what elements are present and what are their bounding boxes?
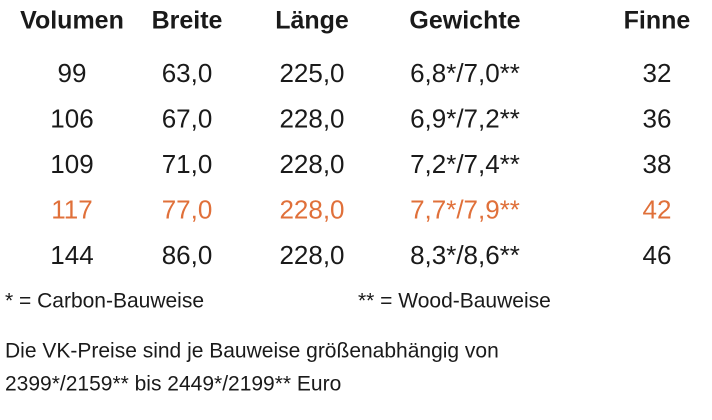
- table-cell: 228,0: [279, 194, 344, 224]
- table-cell: 228,0: [279, 149, 344, 179]
- footnote: ** = Wood-Bauweise: [358, 290, 551, 313]
- table-cell: 63,0: [162, 58, 213, 88]
- table-cell: 228,0: [279, 240, 344, 270]
- table-cell: 8,3*/8,6**: [410, 240, 520, 270]
- table-cell: 86,0: [162, 240, 213, 270]
- table-cell: 228,0: [279, 103, 344, 133]
- column-header: Gewichte: [409, 7, 520, 35]
- table-cell: 144: [50, 240, 93, 270]
- table-cell: 67,0: [162, 103, 213, 133]
- table-cell: 36: [643, 103, 672, 133]
- price-note: 2399*/2159** bis 2449*/2199** Euro: [5, 373, 341, 396]
- price-note: Die VK-Preise sind je Bauweise größenabh…: [5, 340, 499, 363]
- table-cell: 46: [643, 240, 672, 270]
- table-cell: 225,0: [279, 58, 344, 88]
- column-header: Volumen: [20, 7, 124, 35]
- table-cell: 71,0: [162, 149, 213, 179]
- column-header: Finne: [624, 7, 691, 35]
- table-cell: 99: [58, 58, 87, 88]
- table-cell: 32: [643, 58, 672, 88]
- table-cell: 38: [643, 149, 672, 179]
- table-cell: 77,0: [162, 194, 213, 224]
- column-header: Länge: [275, 7, 349, 35]
- table-cell: 42: [643, 194, 672, 224]
- table-cell: 6,9*/7,2**: [410, 103, 520, 133]
- table-cell: 6,8*/7,0**: [410, 58, 520, 88]
- table-cell: 7,7*/7,9**: [410, 194, 520, 224]
- table-cell: 7,2*/7,4**: [410, 149, 520, 179]
- footnote: * = Carbon-Bauweise: [5, 290, 204, 313]
- table-cell: 109: [50, 149, 93, 179]
- table-cell: 106: [50, 103, 93, 133]
- column-header: Breite: [152, 7, 223, 35]
- table-cell: 117: [51, 194, 92, 224]
